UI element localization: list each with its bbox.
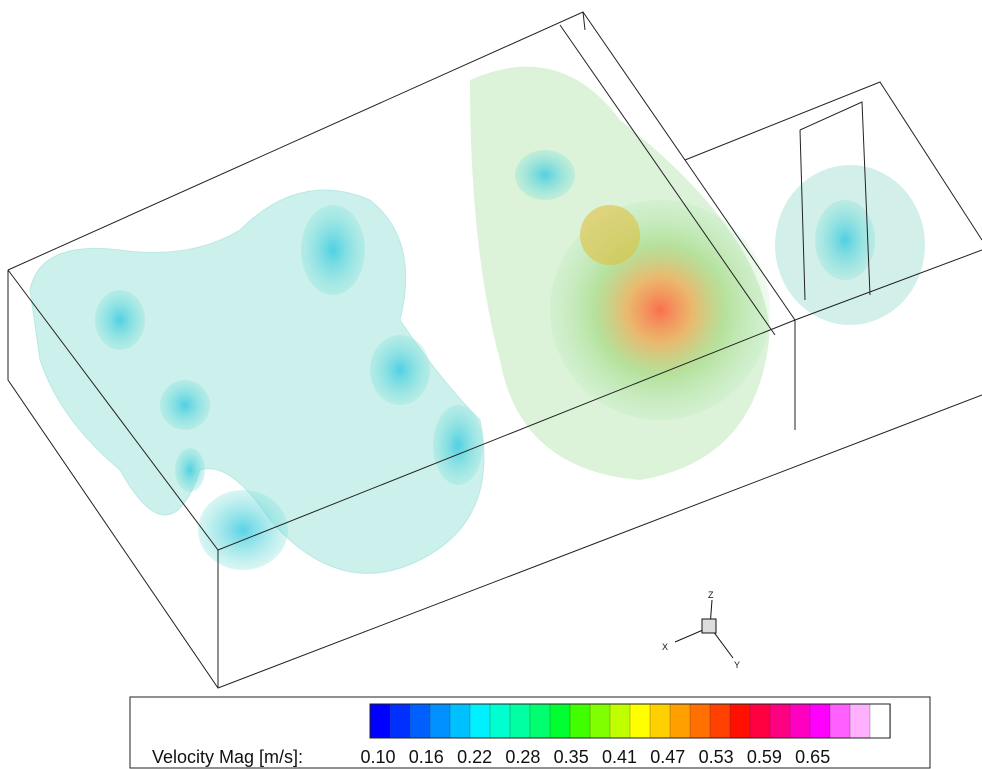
colorbar-tick-label: 0.10 xyxy=(360,747,395,767)
colorbar-segment xyxy=(450,704,471,738)
colorbar-tick-label: 0.41 xyxy=(602,747,637,767)
colorbar-segment xyxy=(690,704,711,738)
colorbar-tick-label: 0.22 xyxy=(457,747,492,767)
colorbar-segment xyxy=(730,704,751,738)
colorbar-segment xyxy=(630,704,651,738)
colorbar-tick-label: 0.59 xyxy=(747,747,782,767)
colorbar-segment xyxy=(750,704,771,738)
colorbar-segment xyxy=(850,704,871,738)
colorbar-segment xyxy=(770,704,791,738)
legend: Velocity Mag [m/s]: 0.10 0.16 0.22 0.28 0.35… xyxy=(130,697,930,768)
colorbar-segment xyxy=(410,704,431,738)
colorbar-tick-label: 0.65 xyxy=(795,747,830,767)
colorbar-tick-label: 0.16 xyxy=(409,747,444,767)
colorbar-segment xyxy=(790,704,811,738)
axis-label: Z xyxy=(708,590,714,600)
colorbar-segment xyxy=(710,704,731,738)
colorbar-segment xyxy=(810,704,831,738)
scene: Z X Y Velocity Mag [m/s]: 0.10 0.16 0.22 0.… xyxy=(0,0,982,769)
colorbar-segment xyxy=(390,704,411,738)
colorbar-tick-label: 0.47 xyxy=(650,747,685,767)
axis-triad: Z X Y xyxy=(662,590,740,670)
colorbar-segment xyxy=(430,704,451,738)
colorbar-segment xyxy=(490,704,511,738)
page: Z X Y Velocity Mag [m/s]: 0.10 0.16 0.22 0.… xyxy=(0,0,982,769)
colorbar-tick-label: 0.35 xyxy=(554,747,589,767)
colorbar-segment xyxy=(550,704,571,738)
colorbar-segment xyxy=(650,704,671,738)
axis-label: X xyxy=(662,642,668,652)
colorbar-segment xyxy=(370,704,391,738)
colorbar-segment xyxy=(510,704,531,738)
colorbar-segment xyxy=(870,704,891,738)
axis-label: Y xyxy=(734,660,740,670)
legend-label: Velocity Mag [m/s]: xyxy=(152,747,303,767)
colorbar-tick-label: 0.28 xyxy=(505,747,540,767)
colorbar-segment xyxy=(470,704,491,738)
colorbar-tick-label: 0.53 xyxy=(699,747,734,767)
colorbar-segment xyxy=(570,704,591,738)
colorbar-segment xyxy=(590,704,611,738)
colorbar-segment xyxy=(530,704,551,738)
colorbar-segment xyxy=(830,704,851,738)
colorbar-segment xyxy=(610,704,631,738)
flow-surfaces xyxy=(30,67,925,574)
colorbar-segment xyxy=(670,704,691,738)
